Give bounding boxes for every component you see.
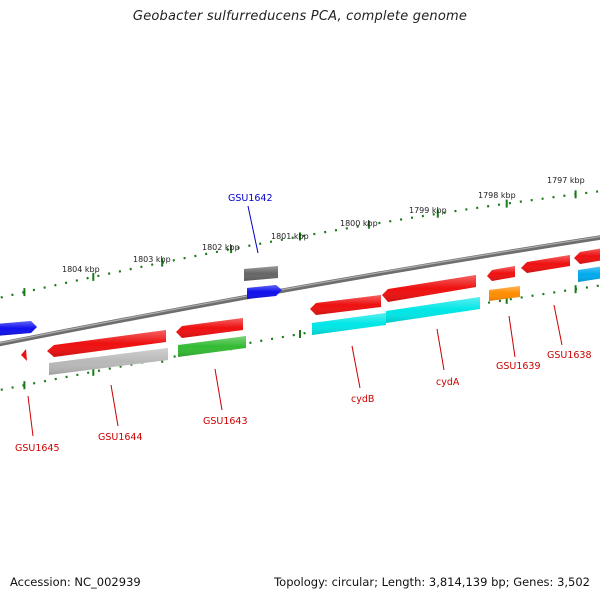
label-group-cyda: cydA bbox=[436, 328, 460, 388]
label-group-gsu1642: GSU1642 bbox=[228, 193, 273, 254]
outer-ruler-ticks bbox=[23, 190, 577, 297]
outer-ruler-track bbox=[0, 190, 600, 299]
label-group-gsu1645: GSU1645 bbox=[15, 395, 60, 454]
gene-cydb-cyan[interactable] bbox=[312, 313, 386, 335]
gene-gsu1644-red[interactable] bbox=[47, 330, 166, 357]
ruler-label-1799: 1799 kbp bbox=[409, 206, 447, 215]
gene-label-gsu1643[interactable]: GSU1643 bbox=[203, 416, 248, 427]
genome-backbone-highlight bbox=[0, 235, 600, 344]
label-group-gsu1643: GSU1643 bbox=[203, 368, 248, 427]
gene-gsu1644-gray[interactable] bbox=[49, 348, 168, 375]
gene-gsu1642-blue[interactable] bbox=[247, 285, 282, 299]
gene-gsu1643-green[interactable] bbox=[178, 336, 246, 357]
label-group-gsu1644: GSU1644 bbox=[98, 384, 143, 443]
gene-gsu1639-red[interactable] bbox=[487, 266, 515, 281]
label-group-gsu1639: GSU1639 bbox=[496, 315, 541, 372]
gene-label-gsu1645[interactable]: GSU1645 bbox=[15, 443, 60, 454]
gene-label-gsu1638[interactable]: GSU1638 bbox=[547, 350, 592, 361]
gene-label-gsu1644[interactable]: GSU1644 bbox=[98, 432, 143, 443]
gene-cyda-red[interactable] bbox=[382, 275, 476, 302]
gene-gsu1639-orange[interactable] bbox=[489, 286, 520, 301]
gene-left-blue[interactable] bbox=[0, 321, 37, 336]
ruler-label-1804: 1804 kbp bbox=[62, 265, 100, 274]
label-group-cydb: cydB bbox=[351, 345, 374, 405]
gene-gsu1642-gray[interactable] bbox=[244, 266, 278, 281]
gene-label-cydb[interactable]: cydB bbox=[351, 394, 374, 405]
ruler-label-1797: 1797 kbp bbox=[547, 176, 585, 185]
inner-ruler-track bbox=[0, 284, 600, 392]
ruler-label-1800: 1800 kbp bbox=[340, 219, 378, 228]
gene-gsu1638-red[interactable] bbox=[521, 255, 570, 273]
genome-backbone bbox=[0, 235, 600, 347]
gene-label-cyda[interactable]: cydA bbox=[436, 377, 460, 388]
gene-label-gsu1639[interactable]: GSU1639 bbox=[496, 361, 541, 372]
map-title: Geobacter sulfurreducens PCA, complete g… bbox=[132, 9, 468, 24]
gene-right-edge-red[interactable] bbox=[574, 248, 600, 264]
ruler-label-1802: 1802 kbp bbox=[202, 243, 240, 252]
gene-gsu1638-blue[interactable] bbox=[578, 266, 600, 282]
label-group-gsu1638: GSU1638 bbox=[547, 304, 592, 361]
ruler-label-1803: 1803 kbp bbox=[133, 255, 171, 264]
gene-cydb-red[interactable] bbox=[310, 295, 381, 315]
accession-text: Accession: NC_002939 bbox=[10, 575, 141, 589]
ruler-label-1798: 1798 kbp bbox=[478, 191, 516, 200]
inner-ruler-ticks bbox=[23, 285, 577, 390]
topology-text: Topology: circular; Length: 3,814,139 bp… bbox=[274, 575, 590, 589]
gene-small-red[interactable] bbox=[21, 349, 27, 361]
gene-cyda-cyan[interactable] bbox=[386, 297, 480, 323]
gene-gsu1643-red[interactable] bbox=[176, 318, 243, 338]
gene-label-gsu1642[interactable]: GSU1642 bbox=[228, 193, 273, 204]
ruler-label-1801: 1801 kbp bbox=[271, 232, 309, 241]
